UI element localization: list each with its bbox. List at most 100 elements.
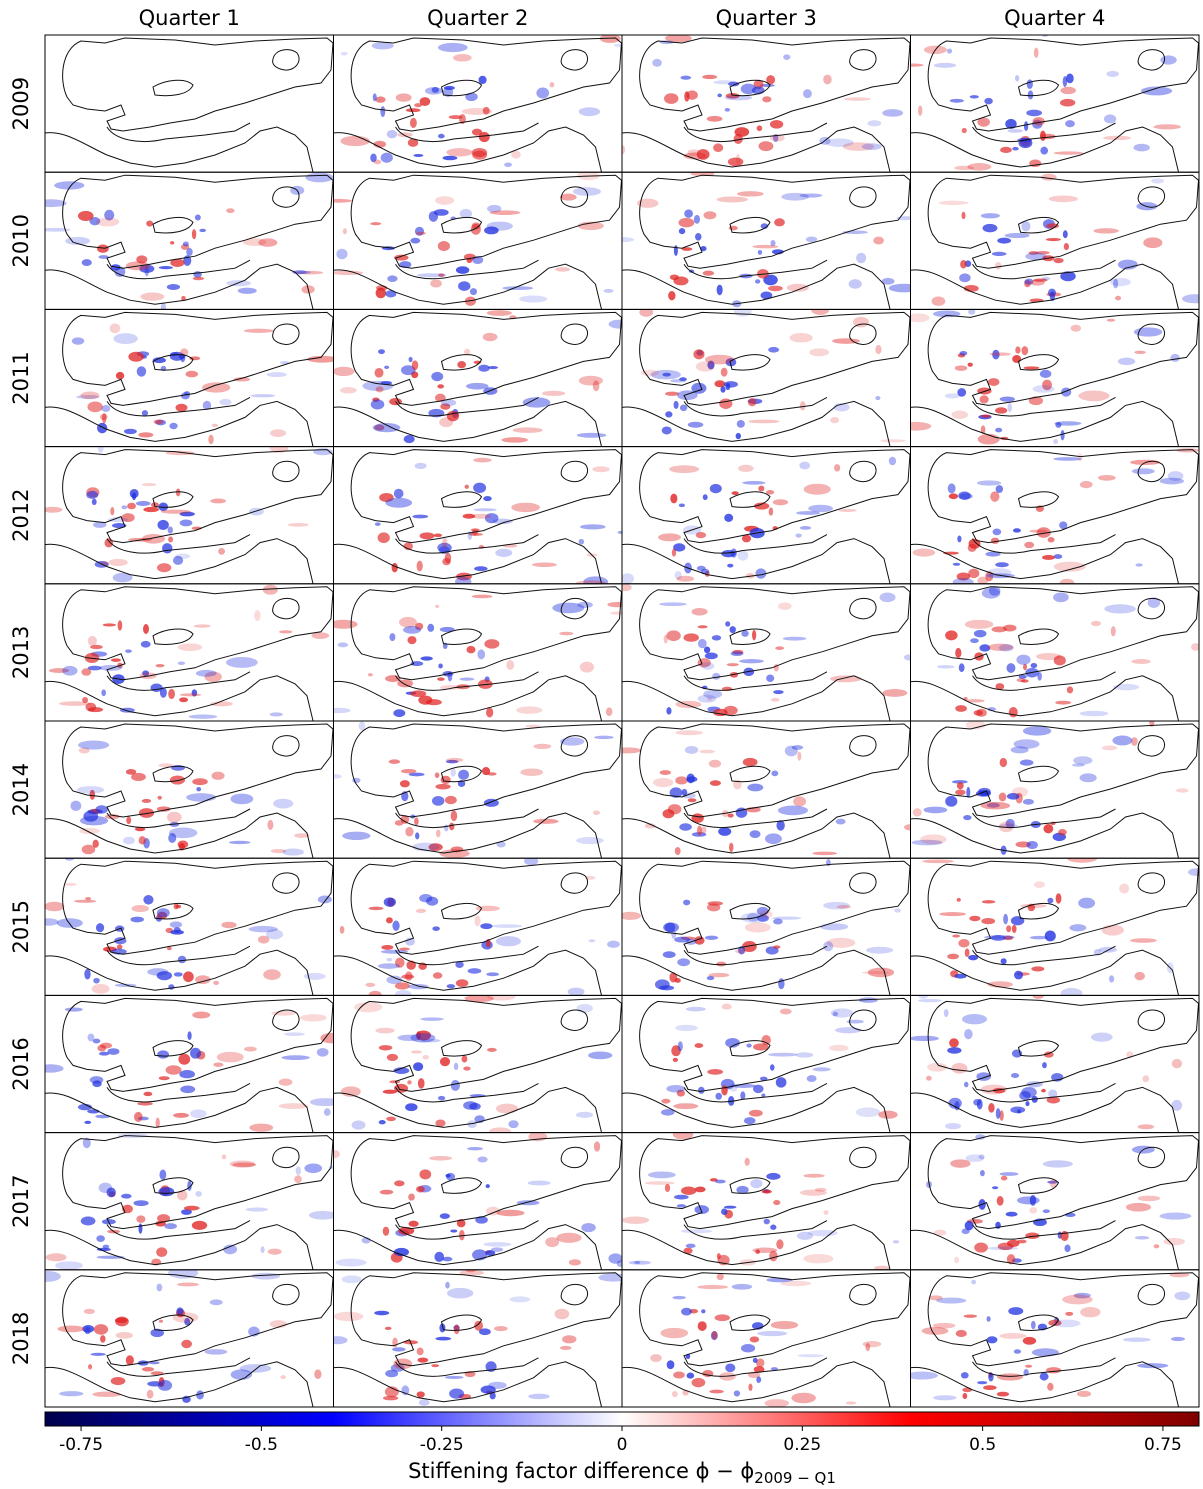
anomaly [793,796,807,807]
anomaly [1101,924,1125,936]
anomaly [748,1383,753,1392]
anomaly [45,1270,61,1282]
anomaly [673,1103,699,1110]
anomaly [419,97,431,106]
anomaly [311,632,330,639]
colorbar-label-text: Stiffening factor difference ϕ − ϕ [408,1459,754,1483]
anomaly [434,1251,445,1262]
anomaly [455,979,469,988]
anomaly [1067,858,1098,863]
anomaly [243,328,274,333]
anomaly [669,787,683,798]
anomaly [716,961,727,967]
anomaly [949,1038,959,1048]
anomaly [393,1067,410,1074]
anomaly [88,1364,93,1370]
anomaly [139,264,155,274]
anomaly [575,1111,594,1118]
anomaly [480,1385,496,1394]
anomaly [177,955,187,964]
anomaly [1066,686,1074,694]
anomaly [747,913,760,922]
anomaly [963,284,979,292]
colorbar-label-subscript: 2009 − Q1 [754,1469,836,1487]
anomaly [403,625,422,634]
anomaly [84,1326,91,1335]
anomaly [1012,528,1021,533]
anomaly [410,1033,436,1043]
anomaly [1005,1211,1018,1217]
anomaly [415,832,420,840]
anomaly [458,769,470,780]
anomaly [211,771,225,780]
anomaly [799,401,806,411]
anomaly [1122,1337,1151,1342]
anomaly [836,905,851,909]
anomaly [1060,98,1076,107]
anomaly [83,1308,95,1314]
anomaly [190,1047,202,1059]
anomaly [990,491,1000,502]
anomaly [419,532,435,540]
anomaly [373,159,382,165]
anomaly [873,236,884,245]
anomaly [146,220,154,227]
anomaly [250,394,276,398]
anomaly [110,658,122,662]
anomaly [779,1008,792,1015]
map-panel [910,446,1200,585]
anomaly [823,1210,829,1215]
coastline [621,449,911,585]
anomaly [1029,279,1045,286]
anomaly [709,483,722,494]
anomaly [93,1324,109,1335]
anomaly [96,1247,111,1252]
anomaly [1147,597,1161,608]
anomaly [808,504,834,513]
anomaly [471,513,491,519]
anomaly [680,1229,713,1234]
anomaly [181,1209,192,1215]
anomaly [516,706,543,714]
anomaly [218,548,226,555]
anomaly [90,1352,106,1356]
anomaly [495,936,521,947]
anomaly [509,1296,531,1303]
anomaly [763,1218,770,1225]
anomaly [395,990,412,996]
anomaly [98,255,109,259]
anomaly [703,646,711,654]
coastline [44,1272,334,1408]
anomaly [141,410,149,417]
anomaly [374,368,384,378]
anomaly-field [45,446,333,583]
anomaly [610,611,622,615]
anomaly [166,284,181,290]
anomaly [1020,679,1029,683]
anomaly [995,683,1005,690]
anomaly [1134,1235,1150,1240]
anomaly [152,357,166,364]
anomaly [92,1080,102,1088]
anomaly [167,526,173,534]
anomaly [984,97,993,105]
anomaly [1026,79,1033,90]
anomaly [729,842,734,853]
anomaly [380,152,393,163]
anomaly [374,424,385,431]
anomaly [157,1050,170,1059]
anomaly [129,488,139,499]
anomaly [208,434,214,445]
anomaly [162,543,173,554]
anomaly [977,1381,988,1385]
anomaly [157,1380,173,1391]
map-panel [910,171,1200,310]
anomaly [446,984,456,989]
anomaly [87,401,103,413]
anomaly [968,954,979,961]
anomaly [725,1038,740,1048]
anomaly [640,369,660,377]
anomaly [961,1228,970,1235]
anomaly [933,1395,957,1401]
anomaly [1119,883,1130,894]
